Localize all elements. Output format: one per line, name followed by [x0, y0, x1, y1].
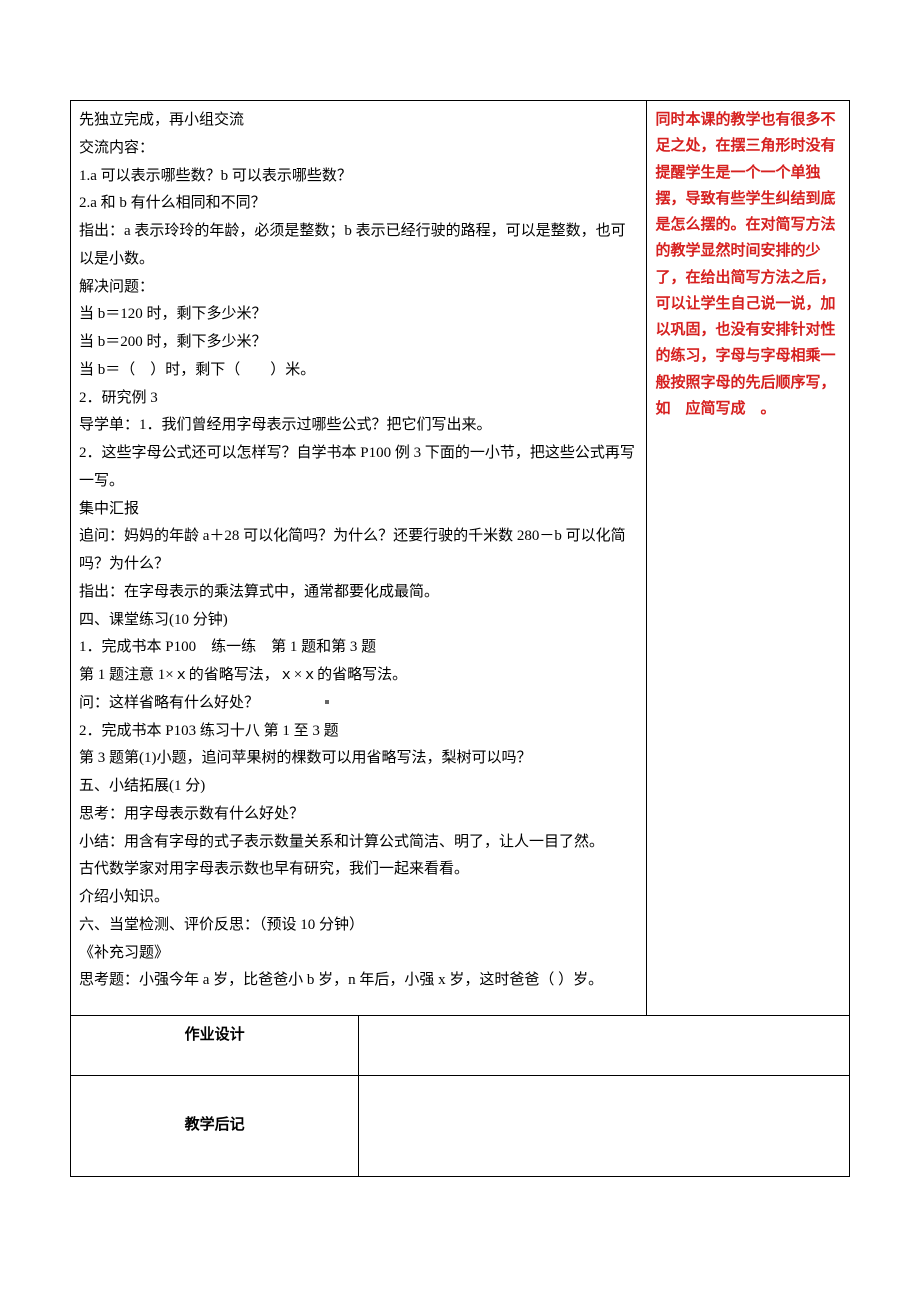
content-row: 先独立完成，再小组交流 交流内容： 1.a 可以表示哪些数？b 可以表示哪些数？…: [71, 101, 850, 1016]
side-note-cell: 同时本课的教学也有很多不足之处，在摆三角形时没有提醒学生是一个一个单独摆，导致有…: [647, 101, 850, 1016]
line: 问：这样省略有什么好处？: [79, 690, 638, 718]
line: 六、当堂检测、评价反思：（预设 10 分钟）: [79, 912, 638, 940]
line: 2．研究例 3: [79, 385, 638, 413]
homework-row: 作业设计: [71, 1016, 850, 1076]
line: 思考：用字母表示数有什么好处？: [79, 801, 638, 829]
line: 集中汇报: [79, 496, 638, 524]
line: 2．完成书本 P103 练习十八 第 1 至 3 题: [79, 718, 638, 746]
line: 交流内容：: [79, 135, 638, 163]
lesson-plan-table: 先独立完成，再小组交流 交流内容： 1.a 可以表示哪些数？b 可以表示哪些数？…: [70, 100, 850, 1177]
line: 当 b＝（ ）时，剩下（ ）米。: [79, 357, 638, 385]
line: 第 1 题注意 1×ｘ的省略写法，ｘ×ｘ的省略写法。: [79, 662, 638, 690]
line: 解决问题：: [79, 274, 638, 302]
homework-value: [359, 1016, 850, 1076]
reflection-note: 同时本课的教学也有很多不足之处，在摆三角形时没有提醒学生是一个一个单独摆，导致有…: [655, 107, 841, 422]
line: 1．完成书本 P100 练一练 第 1 题和第 3 题: [79, 634, 638, 662]
line: 第 3 题第(1)小题，追问苹果树的棵数可以用省略写法，梨树可以吗？: [79, 745, 638, 773]
line: 指出：在字母表示的乘法算式中，通常都要化成最简。: [79, 579, 638, 607]
cursor-marker-icon: [325, 700, 329, 704]
postnote-value: [359, 1076, 850, 1177]
line-text: 问：这样省略有什么好处？: [79, 695, 259, 711]
line: 2.a 和 b 有什么相同和不同？: [79, 190, 638, 218]
line: 2．这些字母公式还可以怎样写？自学书本 P100 例 3 下面的一小节，把这些公…: [79, 440, 638, 496]
line: 1.a 可以表示哪些数？b 可以表示哪些数？: [79, 163, 638, 191]
homework-label: 作业设计: [71, 1016, 359, 1076]
page: 先独立完成，再小组交流 交流内容： 1.a 可以表示哪些数？b 可以表示哪些数？…: [0, 0, 920, 1277]
line: 四、课堂练习(10 分钟): [79, 607, 638, 635]
line: 思考题：小强今年 a 岁，比爸爸小 b 岁，n 年后，小强 x 岁，这时爸爸（ …: [79, 967, 638, 995]
line: 先独立完成，再小组交流: [79, 107, 638, 135]
line: 古代数学家对用字母表示数也早有研究，我们一起来看看。: [79, 856, 638, 884]
postnote-label: 教学后记: [71, 1076, 359, 1177]
line: 追问：妈妈的年龄 a＋28 可以化简吗？为什么？还要行驶的千米数 280－b 可…: [79, 523, 638, 579]
line: 介绍小知识。: [79, 884, 638, 912]
postnote-row: 教学后记: [71, 1076, 850, 1177]
line: 导学单：1．我们曾经用字母表示过哪些公式？把它们写出来。: [79, 412, 638, 440]
line: 当 b＝200 时，剩下多少米？: [79, 329, 638, 357]
line: 《补充习题》: [79, 940, 638, 968]
line: 指出：a 表示玲玲的年龄，必须是整数；b 表示已经行驶的路程，可以是整数，也可以…: [79, 218, 638, 274]
line: 五、小结拓展(1 分): [79, 773, 638, 801]
main-content-cell: 先独立完成，再小组交流 交流内容： 1.a 可以表示哪些数？b 可以表示哪些数？…: [71, 101, 647, 1016]
spacer: [79, 995, 638, 1009]
line: 当 b＝120 时，剩下多少米？: [79, 301, 638, 329]
line: 小结：用含有字母的式子表示数量关系和计算公式简洁、明了，让人一目了然。: [79, 829, 638, 857]
